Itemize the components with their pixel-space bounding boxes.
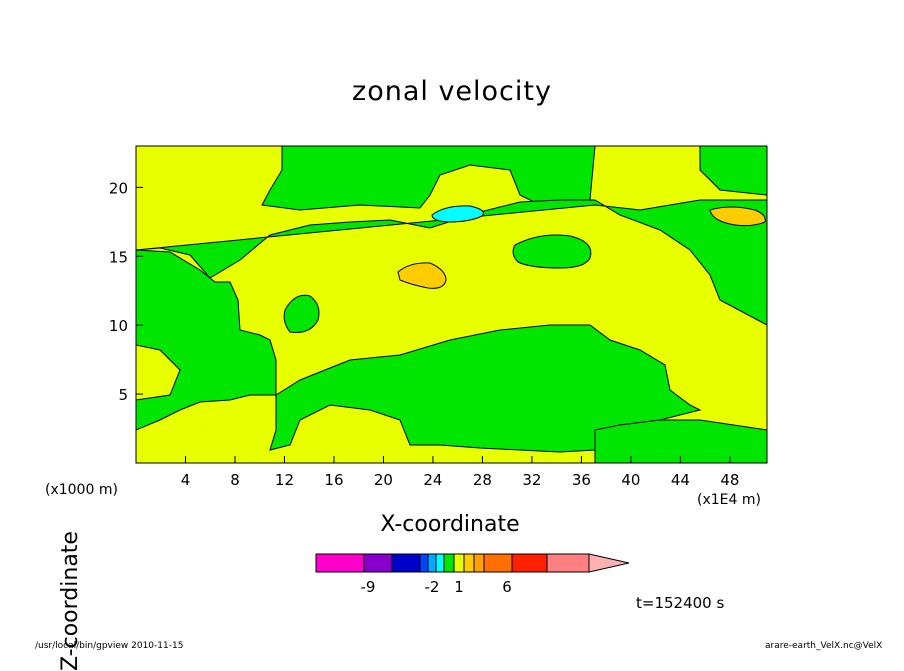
- colorbar-swatch: [315, 553, 365, 573]
- x-tick-label: 32: [522, 471, 541, 489]
- green-bubble-mid: [512, 234, 592, 269]
- y-tick-label: 20: [109, 179, 128, 197]
- x-tick-label: 44: [671, 471, 690, 489]
- colorbar-swatch: [511, 553, 548, 573]
- orange-patch-right: [709, 206, 766, 227]
- colorbar-swatch: [363, 553, 393, 573]
- colorbar: -9 -2 1 6: [315, 553, 630, 596]
- footer-right: arare-earth_VelX.nc@VelX: [765, 641, 883, 651]
- green-bubble-left: [283, 294, 320, 333]
- plot-frame: [135, 145, 768, 464]
- x-tick-label: 20: [374, 471, 393, 489]
- orange-patch-center: [397, 262, 447, 289]
- colorbar-swatch: [473, 553, 485, 573]
- y-tick-label: 5: [118, 386, 128, 404]
- green-region-bottomright: [594, 419, 767, 463]
- y-axis-ticks: 5 10 15 20: [109, 179, 143, 404]
- y-tick-label: 15: [109, 248, 128, 266]
- x-unit-right-label: (x1E4 m): [697, 492, 761, 508]
- colorbar-swatch: [546, 553, 590, 573]
- x-tick-label: 16: [324, 471, 343, 489]
- colorbar-label: 1: [454, 578, 464, 596]
- x-unit-left-label: (x1000 m): [45, 482, 118, 498]
- colorbar-swatch: [427, 553, 437, 573]
- plot-area: [136, 146, 767, 463]
- x-axis-label: X-coordinate: [380, 512, 520, 537]
- green-region-topright: [595, 146, 767, 196]
- x-tick-label: 12: [275, 471, 294, 489]
- x-axis-ticks: 4 8 12 16 20 24 28 32 36 40 44 48: [181, 456, 739, 489]
- colorbar-swatch: [443, 553, 455, 573]
- time-annotation: t=152400 s: [636, 594, 725, 612]
- x-tick-label: 28: [473, 471, 492, 489]
- colorbar-swatch: [435, 553, 445, 573]
- colorbar-label: -2: [425, 578, 440, 596]
- footer-left: /usr/local/bin/gpview 2010-11-15: [35, 641, 184, 651]
- colorbar-swatch: [453, 553, 465, 573]
- x-tick-label: 48: [720, 471, 739, 489]
- x-tick-label: 24: [423, 471, 442, 489]
- x-tick-label: 36: [572, 471, 591, 489]
- x-tick-label: 8: [230, 471, 240, 489]
- colorbar-swatch: [463, 553, 475, 573]
- x-tick-label: 40: [621, 471, 640, 489]
- cyan-patch: [431, 205, 484, 223]
- colorbar-swatch: [391, 553, 421, 573]
- colorbar-label: -9: [361, 578, 376, 596]
- green-region-mid: [136, 199, 767, 326]
- green-region-left: [136, 249, 277, 431]
- x-tick-label: 4: [181, 471, 191, 489]
- colorbar-swatch: [419, 553, 429, 573]
- y-tick-label: 10: [109, 317, 128, 335]
- chart-title: zonal velocity: [352, 76, 552, 107]
- colorbar-swatch: [483, 553, 513, 573]
- colorbar-extend-arrow: [588, 553, 630, 573]
- colorbar-label: 6: [502, 578, 512, 596]
